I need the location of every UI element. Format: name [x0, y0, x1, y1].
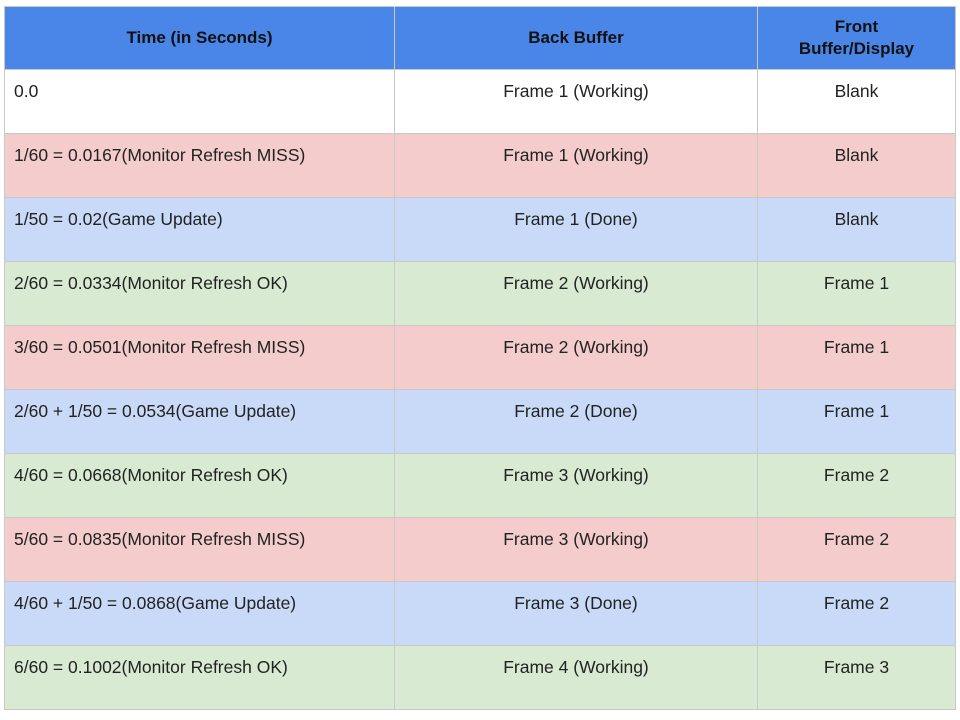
cell-front-buffer: Frame 1: [757, 389, 956, 454]
buffer-timing-table-container: Time (in Seconds) Back Buffer Front Buff…: [4, 6, 956, 710]
table-body: 0.0 Frame 1 (Working) Blank 1/60 = 0.016…: [4, 69, 956, 710]
cell-time: 3/60 = 0.0501(Monitor Refresh MISS): [4, 325, 395, 390]
cell-back-buffer: Frame 1 (Working): [394, 133, 758, 198]
cell-time: 6/60 = 0.1002(Monitor Refresh OK): [4, 645, 395, 710]
cell-front-buffer: Frame 3: [757, 645, 956, 710]
cell-time: 2/60 + 1/50 = 0.0534(Game Update): [4, 389, 395, 454]
cell-back-buffer: Frame 3 (Done): [394, 581, 758, 646]
header-front-line2: Buffer/Display: [798, 39, 915, 58]
table-row: 1/50 = 0.02(Game Update) Frame 1 (Done) …: [4, 197, 956, 262]
cell-time: 1/50 = 0.02(Game Update): [4, 197, 395, 262]
cell-front-buffer: Frame 1: [757, 325, 956, 390]
header-time: Time (in Seconds): [4, 6, 395, 70]
table-row: 6/60 = 0.1002(Monitor Refresh OK) Frame …: [4, 645, 956, 710]
table-row: 0.0 Frame 1 (Working) Blank: [4, 69, 956, 134]
buffer-timing-table: Time (in Seconds) Back Buffer Front Buff…: [4, 6, 956, 710]
cell-time: 2/60 = 0.0334(Monitor Refresh OK): [4, 261, 395, 326]
cell-back-buffer: Frame 2 (Done): [394, 389, 758, 454]
table-row: 4/60 = 0.0668(Monitor Refresh OK) Frame …: [4, 453, 956, 518]
table-row: 4/60 + 1/50 = 0.0868(Game Update) Frame …: [4, 581, 956, 646]
header-front-buffer: Front Buffer/Display: [757, 6, 956, 70]
cell-time: 0.0: [4, 69, 395, 134]
cell-front-buffer: Blank: [757, 197, 956, 262]
header-front-line1: Front: [834, 17, 879, 36]
cell-front-buffer: Blank: [757, 69, 956, 134]
table-row: 1/60 = 0.0167(Monitor Refresh MISS) Fram…: [4, 133, 956, 198]
cell-time: 4/60 = 0.0668(Monitor Refresh OK): [4, 453, 395, 518]
cell-front-buffer: Frame 2: [757, 453, 956, 518]
header-back-buffer: Back Buffer: [394, 6, 758, 70]
table-row: 3/60 = 0.0501(Monitor Refresh MISS) Fram…: [4, 325, 956, 390]
cell-front-buffer: Frame 2: [757, 581, 956, 646]
cell-front-buffer: Frame 1: [757, 261, 956, 326]
table-row: 2/60 = 0.0334(Monitor Refresh OK) Frame …: [4, 261, 956, 326]
cell-back-buffer: Frame 1 (Working): [394, 69, 758, 134]
cell-back-buffer: Frame 4 (Working): [394, 645, 758, 710]
cell-back-buffer: Frame 3 (Working): [394, 517, 758, 582]
cell-back-buffer: Frame 1 (Done): [394, 197, 758, 262]
table-row: 5/60 = 0.0835(Monitor Refresh MISS) Fram…: [4, 517, 956, 582]
cell-back-buffer: Frame 3 (Working): [394, 453, 758, 518]
cell-front-buffer: Blank: [757, 133, 956, 198]
cell-front-buffer: Frame 2: [757, 517, 956, 582]
cell-back-buffer: Frame 2 (Working): [394, 261, 758, 326]
cell-time: 4/60 + 1/50 = 0.0868(Game Update): [4, 581, 395, 646]
cell-time: 1/60 = 0.0167(Monitor Refresh MISS): [4, 133, 395, 198]
cell-time: 5/60 = 0.0835(Monitor Refresh MISS): [4, 517, 395, 582]
cell-back-buffer: Frame 2 (Working): [394, 325, 758, 390]
table-row: 2/60 + 1/50 = 0.0534(Game Update) Frame …: [4, 389, 956, 454]
table-header-row: Time (in Seconds) Back Buffer Front Buff…: [4, 6, 956, 70]
